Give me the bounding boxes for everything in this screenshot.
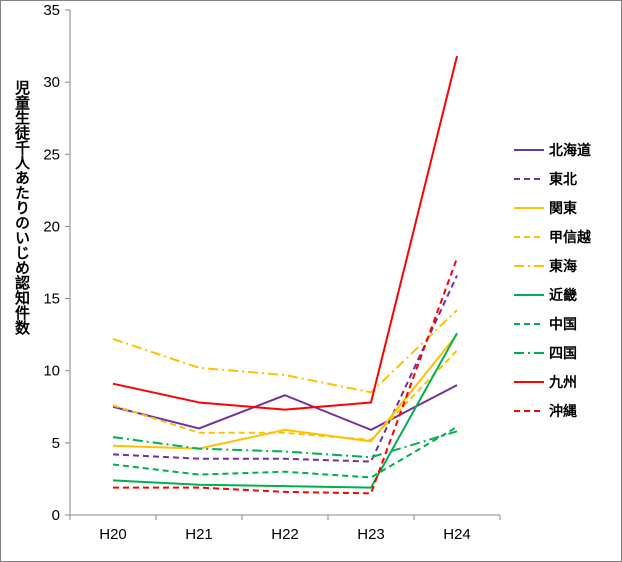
legend-label: 北海道 bbox=[549, 143, 591, 159]
legend-swatch bbox=[514, 381, 544, 383]
axes bbox=[69, 10, 500, 516]
legend-label: 甲信越 bbox=[549, 230, 591, 246]
y-axis-ticks: 0 5 10 15 20 25 30 35 bbox=[43, 2, 70, 524]
y-tick-label: 35 bbox=[43, 2, 60, 19]
y-tick-label: 15 bbox=[43, 291, 60, 308]
legend-swatch bbox=[514, 149, 544, 151]
legend-label: 四国 bbox=[549, 346, 577, 362]
legend-label: 沖縄 bbox=[549, 404, 577, 420]
x-tick-label: H23 bbox=[357, 526, 385, 543]
x-axis-ticks: H20 H21 H22 H23 H24 bbox=[69, 515, 501, 543]
series-line-関東 bbox=[112, 334, 458, 450]
legend-label: 東北 bbox=[549, 172, 577, 188]
series-line-甲信越 bbox=[112, 349, 458, 441]
series-line-九州 bbox=[112, 55, 458, 411]
legend-swatch bbox=[514, 265, 544, 267]
series-line-四国 bbox=[112, 430, 458, 459]
series-line-東北 bbox=[112, 275, 458, 463]
legend-item: 沖縄 bbox=[514, 401, 618, 430]
legend-swatch bbox=[514, 236, 544, 238]
x-tick-label: H22 bbox=[271, 526, 299, 543]
y-axis-label: 児童生徒千人あたりのいじめ認知件数 bbox=[13, 80, 31, 335]
legend-item: 九州 bbox=[514, 372, 618, 401]
series-line-沖縄 bbox=[113, 257, 458, 495]
legend-label: 東海 bbox=[549, 259, 577, 275]
x-tick-label: H20 bbox=[99, 526, 127, 543]
y-tick-label: 20 bbox=[43, 218, 60, 235]
series-line-近畿 bbox=[112, 332, 458, 489]
legend-item: 近畿 bbox=[514, 285, 618, 314]
series-line-東海 bbox=[112, 309, 458, 394]
y-tick-label: 25 bbox=[43, 146, 60, 163]
y-tick-label: 0 bbox=[52, 507, 60, 524]
legend-item: 北海道 bbox=[514, 140, 618, 169]
x-tick-label: H21 bbox=[185, 526, 213, 543]
legend-swatch bbox=[514, 410, 544, 412]
series-layer bbox=[112, 55, 458, 495]
legend-swatch bbox=[514, 178, 544, 180]
series-line-中国 bbox=[112, 426, 458, 479]
legend-label: 中国 bbox=[549, 317, 577, 333]
legend-item: 四国 bbox=[514, 343, 618, 372]
legend-label: 九州 bbox=[549, 375, 577, 391]
legend-swatch bbox=[514, 352, 544, 354]
x-tick-label: H24 bbox=[443, 526, 471, 543]
legend-swatch bbox=[514, 323, 544, 325]
legend-item: 甲信越 bbox=[514, 227, 618, 256]
legend-item: 東北 bbox=[514, 169, 618, 198]
legend-item: 東海 bbox=[514, 256, 618, 285]
y-tick-label: 10 bbox=[43, 363, 60, 380]
legend-item: 中国 bbox=[514, 314, 618, 343]
legend-item: 関東 bbox=[514, 198, 618, 227]
y-tick-label: 30 bbox=[43, 74, 60, 91]
legend-swatch bbox=[514, 207, 544, 209]
legend: 北海道東北関東甲信越東海近畿中国四国九州沖縄 bbox=[514, 140, 618, 430]
y-tick-label: 5 bbox=[52, 435, 60, 452]
legend-label: 近畿 bbox=[549, 288, 577, 304]
legend-label: 関東 bbox=[549, 201, 577, 217]
legend-swatch bbox=[514, 294, 544, 296]
series-line-北海道 bbox=[112, 384, 458, 431]
